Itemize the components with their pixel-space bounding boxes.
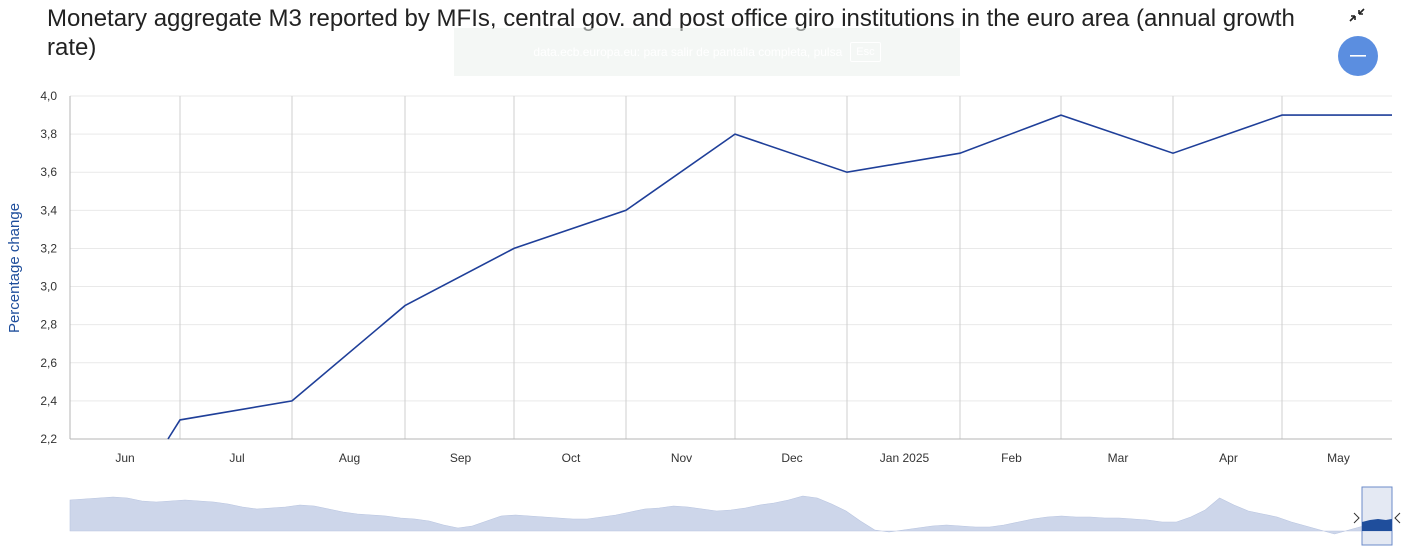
y-tick-label: 2,4 [40,394,57,408]
y-tick-label: 2,8 [40,318,57,332]
series [167,114,1392,440]
x-axis-ticks: Jun Jul Aug Sep Oct Nov Dec Jan 2025 Feb Mar Apr Ma… [115,451,1350,465]
x-tick-label: Sep [450,451,472,465]
axes [69,96,1392,440]
x-tick-label: May [1327,451,1350,465]
y-tick-label: 3,0 [40,280,57,294]
navigator-area [69,495,1393,535]
navigator-left-handle-icon[interactable] [1353,512,1360,524]
x-tick-label: Aug [339,451,360,465]
y-tick-label: 4,0 [40,89,57,103]
y-axis-label: Percentage change [6,203,23,333]
y-tick-label: 2,6 [40,356,57,370]
x-tick-label: Jun [115,451,134,465]
x-tick-label: Apr [1219,451,1238,465]
chart-title: Monetary aggregate M3 reported by MFIs, … [47,5,1295,61]
hamburger-menu-icon [1350,55,1366,57]
fullscreen-hint-text: data.ecb.europa.eu: para salir de pantal… [533,45,843,59]
grid [70,95,1392,440]
x-tick-label: Jan 2025 [880,451,930,465]
y-axis-ticks: 2,2 2,4 2,6 2,8 3,0 3,2 3,4 3,6 3,8 4,0 [40,89,57,446]
series-line [167,114,1392,440]
y-tick-label: 3,4 [40,203,57,217]
x-tick-label: Nov [671,451,692,465]
x-tick-label: Feb [1001,451,1022,465]
x-tick-label: Dec [781,451,802,465]
esc-key: Esc [850,42,881,62]
chart-menu-button[interactable] [1338,36,1378,76]
navigator-right-handle-icon[interactable] [1394,512,1401,524]
x-tick-label: Oct [562,451,581,465]
month-bands [179,96,1283,439]
navigator[interactable] [69,486,1401,546]
exit-fullscreen-icon [1349,8,1365,22]
y-tick-label: 3,6 [40,165,57,179]
y-tick-label: 3,8 [40,127,57,141]
navigator-window[interactable] [1361,486,1393,546]
x-tick-label: Jul [229,451,244,465]
exit-fullscreen-button[interactable] [1344,4,1370,26]
y-tick-label: 3,2 [40,241,57,255]
x-tick-label: Mar [1108,451,1129,465]
y-tick-label: 2,2 [40,432,57,446]
fullscreen-exit-hint: data.ecb.europa.eu: para salir de pantal… [454,28,960,76]
navigator-selected-area [1362,519,1392,531]
